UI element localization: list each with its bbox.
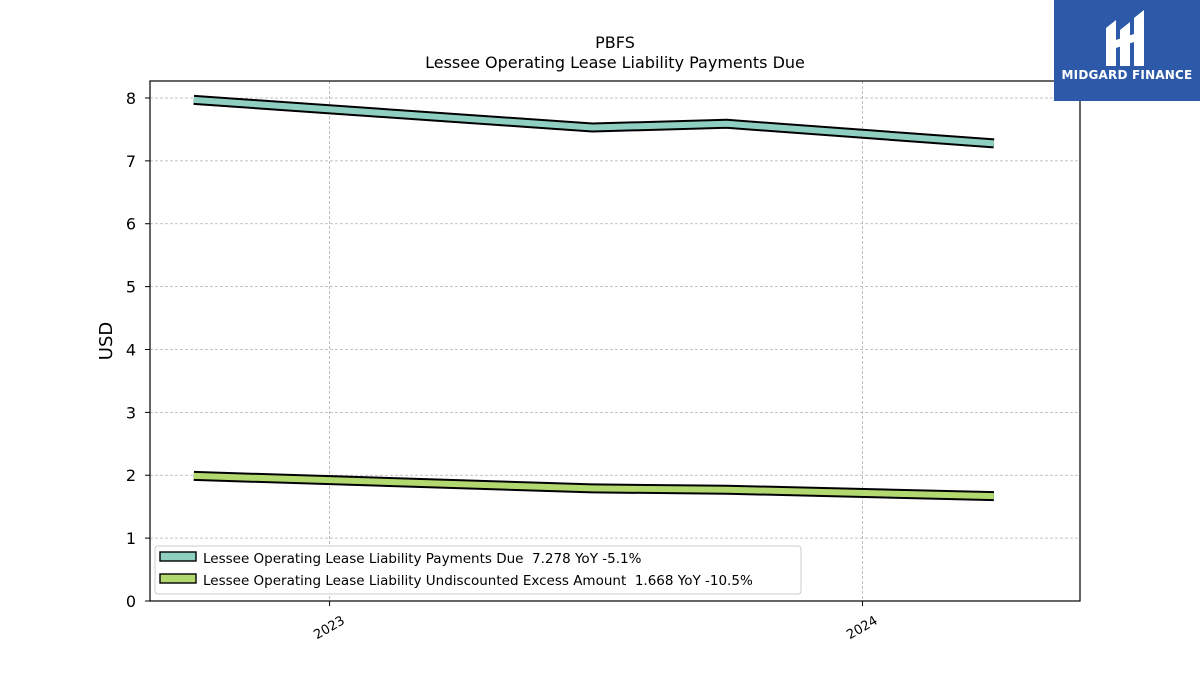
y-tick-label: 8 xyxy=(126,89,136,108)
brand-logo: MIDGARD FINANCE xyxy=(1054,0,1200,101)
brand-logo-text: MIDGARD FINANCE xyxy=(1061,68,1193,82)
legend-swatch-payments-due xyxy=(159,551,197,562)
y-axis-label: USD xyxy=(96,322,117,360)
y-tick-label: 5 xyxy=(126,278,136,297)
x-tick-label: 2024 xyxy=(844,613,880,643)
series-lines xyxy=(193,94,995,502)
legend-label-undiscounted-excess: Lessee Operating Lease Liability Undisco… xyxy=(203,573,753,589)
x-tick-label: 2023 xyxy=(311,613,347,643)
legend-label-payments-due: Lessee Operating Lease Liability Payment… xyxy=(203,551,642,567)
grid-lines xyxy=(150,81,1080,602)
midgard-logo-icon xyxy=(1106,10,1144,66)
series-line-1 xyxy=(193,472,994,500)
series-line-0 xyxy=(193,96,995,147)
legend-box xyxy=(154,545,802,595)
y-tick-label: 3 xyxy=(126,403,136,422)
chart-subtitle: Lessee Operating Lease Liability Payment… xyxy=(425,53,805,72)
y-tick-label: 4 xyxy=(126,340,136,359)
plot-frame xyxy=(149,80,1081,602)
y-tick-label: 2 xyxy=(126,466,136,485)
y-tick-label: 6 xyxy=(126,215,136,234)
y-tick-label: 1 xyxy=(126,529,136,548)
legend-swatch-undiscounted-excess xyxy=(159,573,197,584)
y-tick-label: 7 xyxy=(126,152,136,171)
chart-title: PBFS xyxy=(595,33,635,52)
y-tick-label: 0 xyxy=(126,592,136,611)
legend: Lessee Operating Lease Liability Payment… xyxy=(154,545,802,595)
